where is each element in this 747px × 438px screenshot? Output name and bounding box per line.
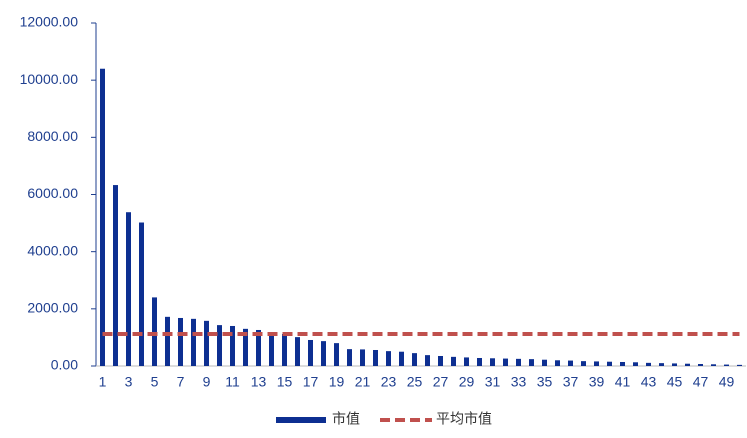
y-tick-label: 2000.00 bbox=[27, 300, 78, 316]
x-tick-label: 45 bbox=[667, 374, 683, 390]
bar bbox=[711, 364, 716, 366]
x-tick-label: 13 bbox=[251, 374, 267, 390]
x-tick-label: 11 bbox=[225, 374, 240, 390]
y-tick-label: 0.00 bbox=[51, 357, 78, 373]
bar bbox=[581, 361, 586, 366]
x-tick-label: 27 bbox=[433, 374, 449, 390]
x-tick-label: 1 bbox=[99, 374, 107, 390]
x-tick-label: 9 bbox=[203, 374, 211, 390]
bar bbox=[100, 68, 105, 366]
x-tick-label: 33 bbox=[511, 374, 527, 390]
legend-swatch bbox=[276, 417, 326, 423]
x-tick-label: 7 bbox=[177, 374, 185, 390]
y-tick-label: 10000.00 bbox=[20, 71, 79, 87]
x-tick-label: 47 bbox=[693, 374, 709, 390]
x-tick-label: 19 bbox=[329, 374, 345, 390]
bar bbox=[256, 329, 261, 366]
bar bbox=[633, 362, 638, 366]
bar bbox=[308, 339, 313, 366]
bar bbox=[204, 320, 209, 366]
y-tick-label: 8000.00 bbox=[27, 128, 78, 144]
bar bbox=[477, 357, 482, 366]
bar bbox=[360, 349, 365, 366]
x-tick-label: 17 bbox=[303, 374, 319, 390]
legend-label: 平均市值 bbox=[436, 411, 492, 427]
bar bbox=[529, 359, 534, 366]
bar bbox=[685, 363, 690, 366]
bar bbox=[373, 349, 378, 366]
bar bbox=[126, 212, 131, 366]
x-tick-label: 41 bbox=[615, 374, 631, 390]
bar bbox=[568, 360, 573, 366]
bar bbox=[503, 358, 508, 366]
x-tick-label: 29 bbox=[459, 374, 475, 390]
x-tick-label: 3 bbox=[125, 374, 133, 390]
bar bbox=[516, 358, 521, 366]
x-tick-label: 43 bbox=[641, 374, 657, 390]
bar bbox=[113, 185, 118, 366]
y-tick-label: 6000.00 bbox=[27, 185, 78, 201]
bar bbox=[464, 357, 469, 366]
legend-label: 市值 bbox=[332, 411, 360, 427]
bar bbox=[594, 361, 599, 366]
bar bbox=[620, 361, 625, 366]
bar bbox=[178, 317, 183, 366]
x-tick-label: 31 bbox=[485, 374, 501, 390]
x-tick-label: 21 bbox=[355, 374, 371, 390]
bar bbox=[659, 363, 664, 366]
bar bbox=[269, 333, 274, 366]
bar bbox=[282, 333, 287, 366]
bar bbox=[321, 341, 326, 366]
bar bbox=[243, 328, 248, 366]
bar bbox=[438, 355, 443, 366]
x-tick-label: 15 bbox=[277, 374, 293, 390]
bar bbox=[698, 363, 703, 366]
bar bbox=[165, 316, 170, 366]
bar bbox=[334, 343, 339, 366]
bar bbox=[295, 337, 300, 366]
bar bbox=[542, 359, 547, 366]
y-tick-label: 12000.00 bbox=[20, 14, 79, 30]
x-tick-label: 39 bbox=[589, 374, 605, 390]
bar bbox=[217, 325, 222, 366]
bar bbox=[412, 353, 417, 366]
bar bbox=[451, 356, 456, 366]
bar bbox=[399, 351, 404, 366]
bar bbox=[191, 318, 196, 366]
bar bbox=[646, 362, 651, 366]
bar bbox=[555, 360, 560, 366]
bar bbox=[425, 355, 430, 366]
bar bbox=[672, 363, 677, 366]
x-tick-label: 23 bbox=[381, 374, 397, 390]
bar bbox=[152, 297, 157, 366]
bar bbox=[139, 222, 144, 366]
bar bbox=[490, 358, 495, 366]
x-tick-label: 49 bbox=[719, 374, 735, 390]
x-tick-label: 35 bbox=[537, 374, 553, 390]
x-tick-label: 5 bbox=[151, 374, 159, 390]
bar bbox=[607, 361, 612, 366]
y-tick-label: 4000.00 bbox=[27, 242, 78, 258]
bar bbox=[737, 364, 742, 366]
x-tick-label: 37 bbox=[563, 374, 579, 390]
x-tick-label: 25 bbox=[407, 374, 423, 390]
bar bbox=[230, 325, 235, 366]
bar bbox=[724, 364, 729, 366]
bar bbox=[347, 349, 352, 366]
bar bbox=[386, 351, 391, 366]
